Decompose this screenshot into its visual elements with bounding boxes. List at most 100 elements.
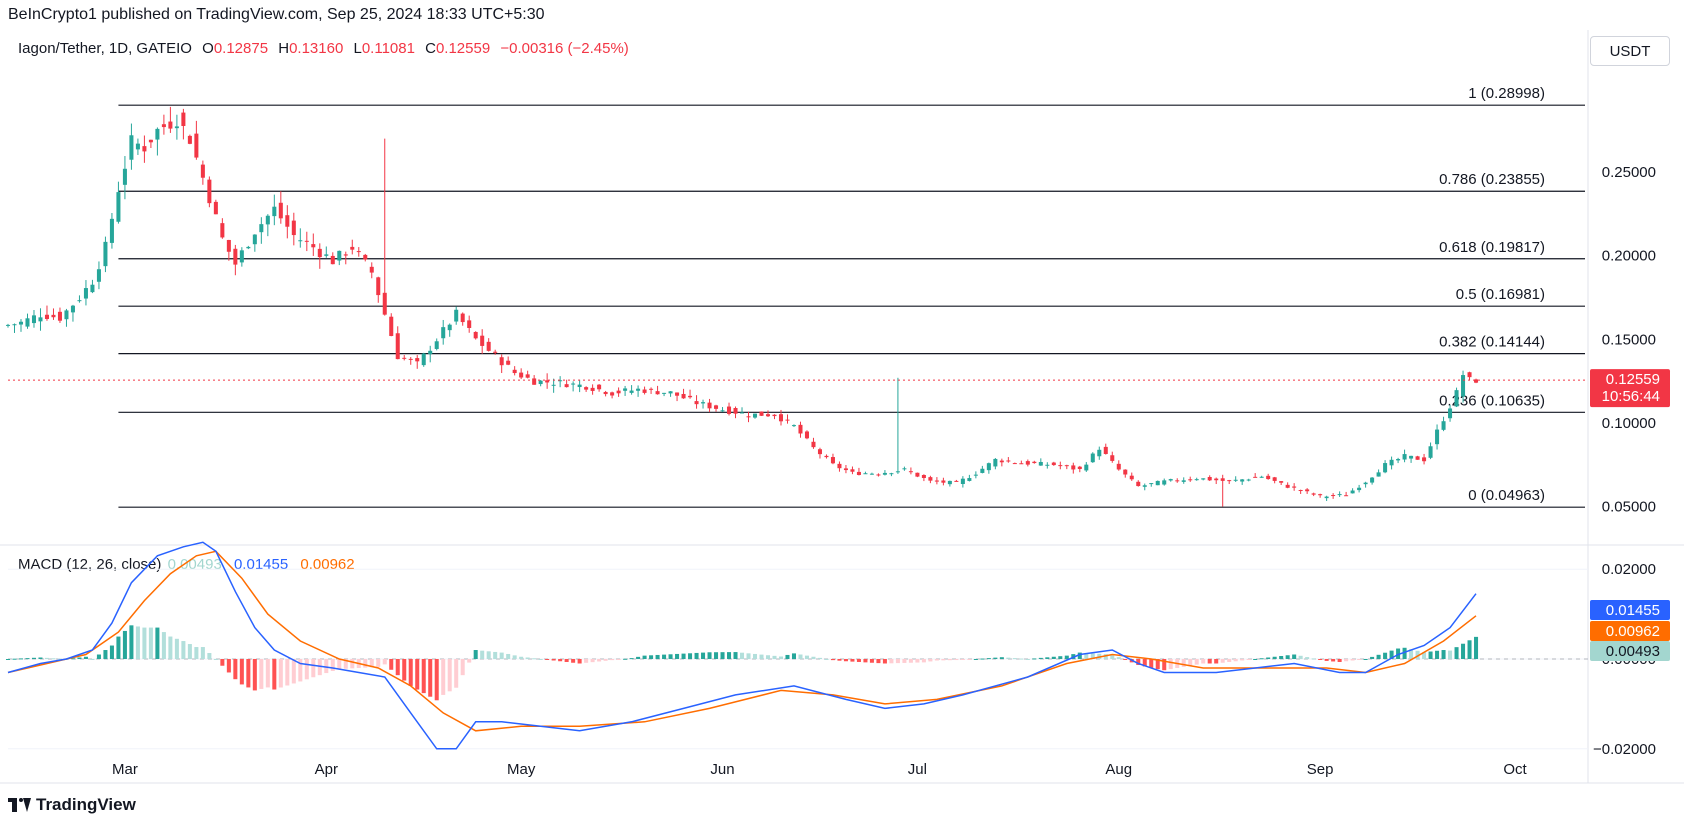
macd-histogram-bar [701,652,706,659]
candle-body [1012,463,1017,465]
candle-body [681,393,686,399]
macd-histogram-bar [1337,659,1342,662]
footer-brand-text: TradingView [36,795,136,814]
candle-body [551,384,556,386]
candle-body [746,416,751,418]
candle-body [1259,476,1264,478]
macd-histogram-bar [532,658,537,660]
macd-histogram-bar [1051,656,1056,659]
candle-body [714,405,719,409]
tradingview-brand[interactable]: TradingView [8,795,136,815]
candle-body [298,240,303,242]
price-chart[interactable]: 1 (0.28998) 0.786 (0.23855) 0.618 (0.19817… [0,0,1684,790]
candle-body [363,254,368,260]
macd-histogram-bar [259,659,264,689]
macd-histogram-bar [1279,656,1284,659]
candle-body [272,206,277,217]
candle-body [447,324,452,331]
macd-histogram-bar [239,659,244,685]
candle-body [1318,494,1323,496]
macd-histogram-bar [850,659,855,662]
macd-histogram-bar [51,658,56,660]
macd-histogram-bar [1311,658,1316,660]
candle-body [83,288,88,299]
fib-level-label: 0.236 (0.10635) [1439,392,1545,409]
currency-button[interactable]: USDT [1590,36,1670,66]
candle-body [765,414,771,417]
macd-histogram-bar [1324,659,1329,661]
macd-line-tag [1590,600,1670,620]
candle-body [31,315,36,324]
candle-body [1383,463,1388,473]
macd-histogram-bar [389,659,394,670]
candle-body [278,202,283,219]
macd-histogram-bar [1272,656,1277,659]
ohlc-legend: Iagon/Tether, 1D, GATEIO O0.12875 H0.131… [18,40,629,57]
candle-body [382,292,387,315]
candle-body [70,305,75,313]
candle-body [850,469,855,472]
candle-body [564,384,569,388]
low-value: 0.11081 [361,40,415,57]
macd-histogram-bar [83,656,88,659]
macd-histogram-bar [1318,659,1323,660]
macd-histogram-bar [798,654,803,659]
macd-histogram-bar [538,659,543,660]
macd-histogram-bar [298,659,303,682]
candle-body [174,126,179,129]
candle-body [246,246,251,249]
candle-body [986,463,991,471]
candle-body [720,410,725,412]
candle-body [1162,480,1167,485]
macd-histogram-bar [506,653,511,659]
fib-level-label: 1 (0.28998) [1468,85,1545,102]
candle-body [506,360,511,365]
candle-body [733,408,738,414]
last-price-value: 0.12559 [1606,371,1660,388]
macd-histogram-bar [499,652,504,659]
candle-body [532,378,537,385]
fib-level-label: 0.786 (0.23855) [1439,171,1545,188]
macd-histogram-bar [1181,659,1186,667]
macd-histogram-bar [662,654,667,659]
macd-histogram-bar [843,659,848,662]
symbol-label: Iagon/Tether, 1D, GATEIO [18,40,192,57]
candle-body [1097,449,1102,457]
macd-histogram-bar [986,658,991,660]
macd-histogram-bar [200,647,205,659]
macd-histogram-bar [1155,659,1160,670]
candle-body [441,327,446,339]
macd-histogram-bar [57,658,62,660]
candle-body [1188,479,1193,481]
candle-body [1279,481,1284,483]
macd-histogram-bar [908,659,913,663]
candle-body [304,240,309,242]
candle-body [77,300,82,302]
candle-body [64,310,69,320]
change-value: −0.00316 (−2.45%) [500,40,629,57]
candle-body [337,250,342,261]
candle-body [688,395,693,398]
candle-body [610,392,615,396]
candle-body [1071,465,1076,470]
close-value: 0.12559 [435,40,491,57]
macd-histogram-bar [1233,659,1238,662]
candle-body [616,390,621,394]
candle-body [389,316,394,336]
candle-body [941,480,946,483]
candle-body [226,239,231,252]
macd-histogram-bar [545,659,550,660]
candle-body [1142,485,1147,487]
candle-body [1064,465,1069,467]
candle-body [44,314,49,319]
y-tick-label: 0.20000 [1602,248,1656,265]
candle-body [1136,481,1141,487]
candle-body [811,441,816,448]
candle-body [1175,480,1180,482]
x-tick-label: Oct [1503,761,1527,778]
macd-histogram-bar [213,659,218,660]
candle-body [577,384,582,388]
candle-body [1402,454,1407,460]
high-label: H [278,40,290,57]
candle-body [96,269,101,282]
